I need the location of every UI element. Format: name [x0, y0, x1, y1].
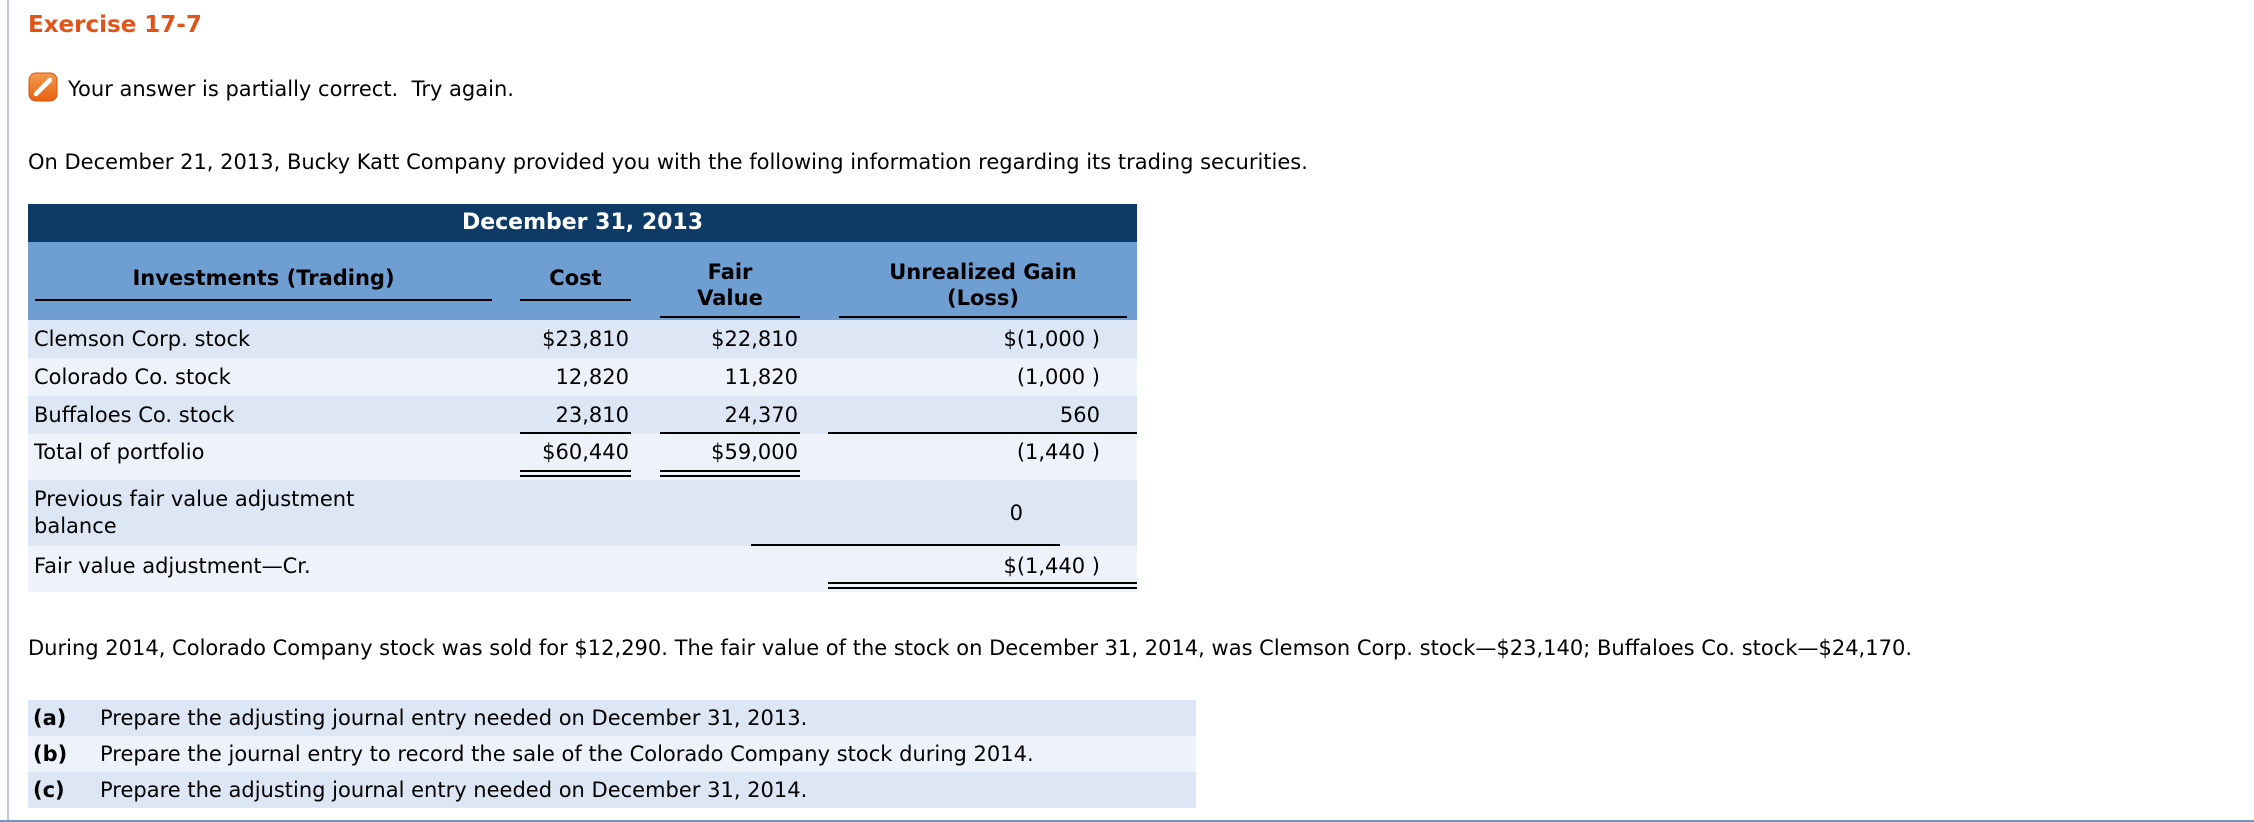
task-row-a: (a) Prepare the adjusting journal entry …: [28, 700, 1196, 736]
table-caption: December 31, 2013: [28, 204, 1137, 242]
task-row-c: (c) Prepare the adjusting journal entry …: [28, 772, 1196, 808]
gain-value: (1,000 ): [1016, 365, 1100, 389]
feedback-text: Your answer is partially correct. Try ag…: [68, 77, 514, 101]
feedback-banner: Your answer is partially correct. Try ag…: [28, 72, 2254, 106]
row-label: Buffaloes Co. stock: [34, 403, 235, 427]
task-text: Prepare the adjusting journal entry need…: [100, 778, 808, 802]
narrative-paragraph: During 2014, Colorado Company stock was …: [28, 636, 1912, 660]
row-label: Fair value adjustment—Cr.: [34, 554, 311, 578]
table-row-clemson: Clemson Corp. stock $23,810 $22,810 $(1,…: [28, 320, 1137, 358]
gain-value: (1,440 ): [1016, 440, 1100, 464]
task-id: (a): [33, 706, 67, 730]
row-label: Previous fair value adjustment balance: [34, 487, 355, 538]
task-id: (c): [33, 778, 65, 802]
fair-value: 11,820: [724, 365, 798, 389]
page-left-border: [7, 0, 9, 822]
fair-value: [563, 480, 733, 546]
task-text: Prepare the journal entry to record the …: [100, 742, 1034, 766]
gain-value: 0: [733, 480, 1060, 546]
fair-value: $22,810: [711, 327, 798, 351]
cost-value: [505, 546, 640, 592]
gain-value: $(1,440 ): [810, 546, 1137, 592]
table-row-colorado: Colorado Co. stock 12,820 11,820 (1,000 …: [28, 358, 1137, 396]
row-label: Clemson Corp. stock: [34, 327, 251, 351]
gain-value: 560: [810, 396, 1137, 434]
gain-value: $(1,000 ): [1003, 327, 1100, 351]
cost-value: 12,820: [555, 365, 629, 389]
row-label: Total of portfolio: [34, 440, 205, 464]
cost-value: $23,810: [542, 327, 629, 351]
cost-value: $60,440: [505, 434, 640, 480]
page-title: Exercise 17-7: [28, 12, 202, 38]
row-label: Colorado Co. stock: [34, 365, 231, 389]
table-row-total: Total of portfolio $60,440 $59,000 (1,44…: [28, 434, 1137, 480]
intro-paragraph: On December 21, 2013, Bucky Katt Company…: [28, 150, 1308, 174]
header-unrealized-gain: Unrealized Gain (Loss): [810, 259, 1137, 320]
task-text: Prepare the adjusting journal entry need…: [100, 706, 808, 730]
securities-table: December 31, 2013 Investments (Trading) …: [28, 204, 1137, 592]
task-id: (b): [33, 742, 68, 766]
table-row-buffaloes: Buffaloes Co. stock 23,810 24,370 560: [28, 396, 1137, 434]
fair-value: 24,370: [640, 396, 810, 434]
task-list: (a) Prepare the adjusting journal entry …: [28, 700, 1196, 808]
pencil-partially-correct-icon: [28, 72, 58, 106]
task-row-b: (b) Prepare the journal entry to record …: [28, 736, 1196, 772]
cost-value: [428, 480, 563, 546]
header-cost: Cost: [505, 265, 640, 320]
fair-value: $59,000: [640, 434, 810, 480]
table-row-fair-value-adjustment: Fair value adjustment—Cr. $(1,440 ): [28, 546, 1137, 592]
fair-value: [640, 546, 810, 592]
table-header-row: Investments (Trading) Cost Fair Value Un…: [28, 242, 1137, 320]
header-investments: Investments (Trading): [28, 265, 505, 320]
cost-value: 23,810: [505, 396, 640, 434]
table-row-previous-balance: Previous fair value adjustment balance 0: [28, 480, 1137, 546]
page-bottom-border: [0, 820, 2254, 822]
header-fair-value: Fair Value: [640, 259, 810, 320]
